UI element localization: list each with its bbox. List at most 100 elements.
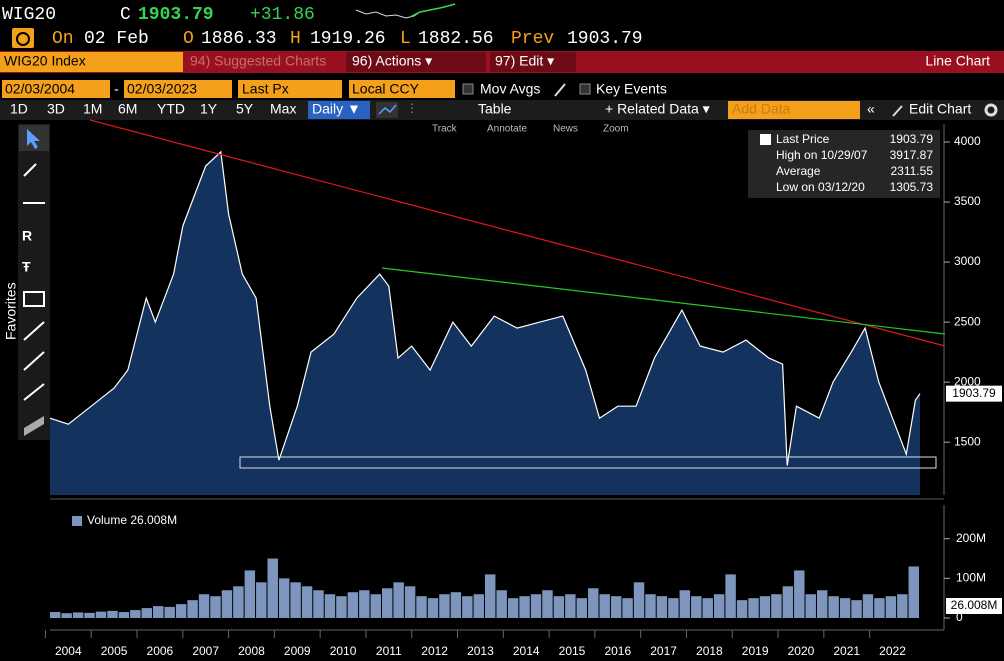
chart-tool[interactable]: News (553, 124, 578, 135)
volume-bar (404, 586, 416, 618)
price-change: +31.86 (250, 5, 315, 25)
end-date-box[interactable] (124, 80, 232, 98)
volume-bar (233, 586, 244, 618)
period-buttons: 1D 3D 1M 6M YTD 1Y 5Y Max (10, 101, 296, 117)
volume-bar (290, 582, 301, 618)
volume-bar (244, 570, 256, 618)
pencil-icon[interactable] (554, 83, 566, 97)
drawing-toolbar: R Ŧ Favorites (3, 124, 50, 440)
pointer-glyph (27, 129, 40, 149)
x-tick-label: 2008 (238, 644, 265, 658)
key-events: Key Events (596, 81, 667, 97)
period-button[interactable]: 3D (47, 101, 65, 117)
x-tick-label: 2020 (788, 644, 815, 658)
edit-chart[interactable]: Edit Chart (909, 101, 971, 117)
legend-label: High on 10/29/07 (776, 148, 868, 162)
period-button[interactable]: 1Y (200, 101, 218, 117)
legend-value: 3917.87 (890, 148, 934, 162)
rect-tool[interactable] (23, 291, 45, 307)
x-tick-label: 2019 (742, 644, 769, 658)
on-label: On (52, 29, 74, 49)
x-tick-label: 2018 (696, 644, 723, 658)
volume-bar (599, 594, 610, 618)
bar-icon[interactable]: ⫶ (410, 101, 414, 117)
volume-tag-box (946, 598, 1002, 614)
volume-bar (622, 598, 633, 618)
edit-button[interactable] (490, 52, 576, 72)
chart-tool[interactable]: Annotate (487, 124, 527, 135)
fib-tool[interactable]: Ŧ (22, 259, 31, 275)
chart-tool[interactable]: Track (432, 124, 458, 135)
volume-bar (553, 596, 565, 618)
add-data-box[interactable] (728, 101, 860, 119)
period-button[interactable]: 6M (118, 101, 137, 117)
suggested-charts[interactable]: 94) Suggested Charts (190, 53, 326, 69)
volume-bar (507, 598, 519, 618)
line-icon-glyph (378, 104, 397, 115)
related-data[interactable]: + Related Data ▾ (605, 101, 710, 117)
volume-bar (645, 594, 656, 618)
volume-bar (816, 590, 828, 618)
period-button[interactable]: Max (270, 101, 296, 117)
volume-bar (221, 590, 233, 618)
edit-chart-icon (892, 105, 903, 117)
open-value: 1886.33 (201, 29, 277, 49)
volume-bar (450, 592, 462, 618)
settings-icon[interactable] (984, 103, 998, 117)
currency: Local CCY (352, 81, 420, 97)
period-button[interactable]: 1M (83, 101, 102, 117)
collapse-icon[interactable]: « (867, 101, 875, 117)
volume-bar (164, 606, 175, 618)
actions-button[interactable] (346, 52, 486, 72)
key-events-checkbox[interactable] (579, 83, 591, 95)
period-button[interactable]: 5Y (236, 101, 254, 117)
volume-bar (141, 608, 153, 618)
volume-bar (50, 612, 61, 618)
volume-bar (107, 610, 118, 618)
volume-bar (359, 590, 370, 618)
resistance-line[interactable] (89, 119, 946, 347)
support-box[interactable] (239, 456, 937, 469)
y-tick-label: 1500 (954, 434, 981, 448)
x-tick-label: 2014 (513, 644, 540, 658)
shape-tool[interactable] (24, 416, 44, 436)
volume-bar (84, 612, 95, 618)
price-legend: Last Price 1903.79 High on 10/29/07 3917.87… (748, 130, 940, 198)
sparkline-up (409, 3, 456, 18)
r-tool[interactable]: R (22, 228, 32, 244)
volume-bar (153, 606, 164, 618)
legend-box (748, 130, 940, 198)
currency-box[interactable] (349, 80, 455, 98)
trend-line[interactable] (381, 267, 946, 335)
frequency-box[interactable] (308, 101, 370, 119)
start-date-box[interactable] (2, 80, 110, 98)
x-tick-label: 2012 (421, 644, 448, 658)
trend-tool[interactable] (23, 321, 45, 341)
volume-bar (839, 598, 851, 618)
volume-bar (313, 590, 324, 618)
volume-bar (496, 590, 507, 618)
volume-bar (324, 594, 336, 618)
x-tick-label: 2004 (55, 644, 82, 658)
volume-legend-swatch (72, 516, 82, 526)
ray-tool[interactable] (23, 351, 45, 371)
volume-bar (736, 600, 748, 618)
x-tick-label: 2013 (467, 644, 494, 658)
volume-tag: 26.008M (951, 598, 998, 612)
volume-bar (118, 612, 130, 618)
volume-bar (897, 594, 908, 618)
channel-tool[interactable] (23, 383, 45, 401)
field-box[interactable] (238, 80, 342, 98)
chart-tool[interactable]: Zoom (603, 124, 629, 135)
period-button[interactable]: 1D (10, 101, 28, 117)
volume-bar (565, 594, 576, 618)
mov-avgs-checkbox[interactable] (462, 83, 474, 95)
chart-tools: Track Annotate News Zoom (432, 124, 629, 135)
security-box[interactable] (0, 52, 183, 72)
period-button[interactable]: YTD (157, 101, 185, 117)
table[interactable]: Table (478, 101, 512, 117)
pen-tool[interactable] (23, 163, 37, 177)
field: Last Px (242, 81, 289, 97)
y-tick-label: 3000 (954, 254, 981, 268)
